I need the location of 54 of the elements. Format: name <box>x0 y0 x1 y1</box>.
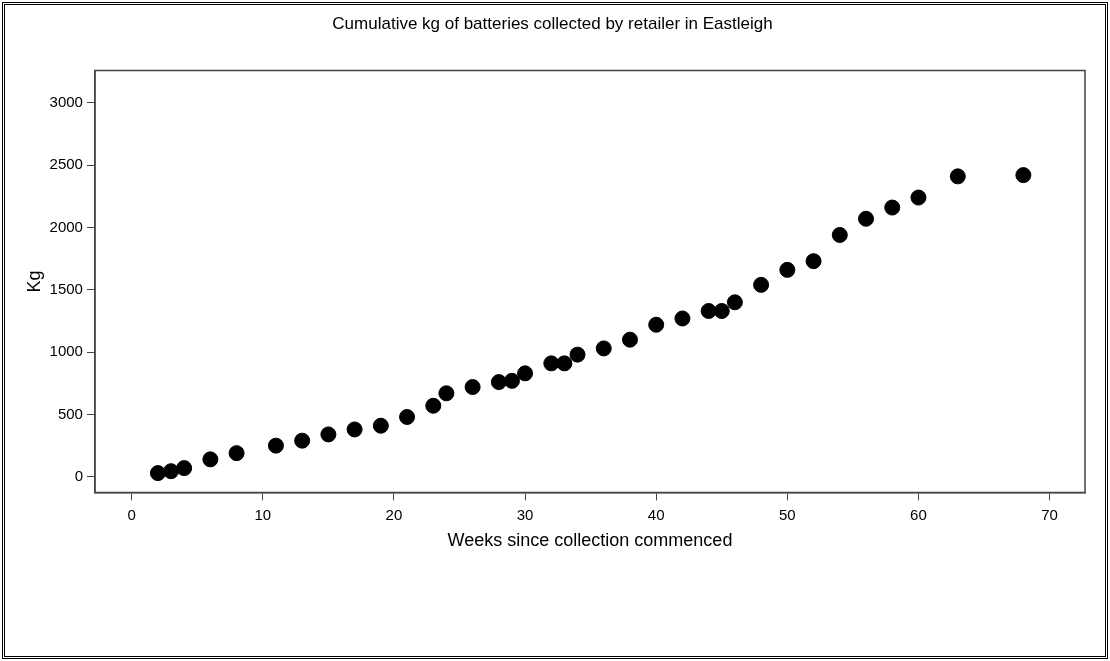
point <box>1015 167 1032 184</box>
point <box>910 189 927 206</box>
point <box>543 355 560 372</box>
x-tick-label: 40 <box>647 505 665 523</box>
point <box>294 432 311 449</box>
x-tick-label: 50 <box>778 505 796 523</box>
point <box>464 379 481 396</box>
y-tick-label: 0 <box>74 466 83 484</box>
point <box>674 310 691 327</box>
point <box>884 199 901 216</box>
point <box>556 355 573 372</box>
point <box>320 426 337 443</box>
point <box>503 372 520 389</box>
point <box>438 385 455 402</box>
x-tick-label: 70 <box>1041 505 1058 523</box>
x-tick-label: 60 <box>910 505 927 523</box>
point <box>713 303 730 320</box>
y-tick-label: 1000 <box>49 342 83 360</box>
point <box>569 346 586 363</box>
x-tick-label: 30 <box>516 505 534 523</box>
point <box>949 168 966 185</box>
point <box>700 303 717 320</box>
x-axis-title: Weeks since collection commenced <box>447 530 733 551</box>
point <box>858 210 875 227</box>
point <box>753 276 770 293</box>
point <box>726 294 743 311</box>
point <box>176 460 193 477</box>
y-tick-label: 2000 <box>49 217 83 235</box>
point <box>202 451 219 468</box>
point <box>779 261 796 278</box>
y-tick-label: 500 <box>57 404 83 422</box>
point <box>267 437 284 454</box>
point <box>490 374 507 391</box>
x-tick-label: 20 <box>385 505 403 523</box>
chart-title: Cumulative kg of batteries collected by retailer in Eastleigh <box>332 13 773 33</box>
point <box>621 331 638 348</box>
y-tick-label: 2500 <box>49 155 83 173</box>
x-tick-label: 10 <box>254 505 272 523</box>
point <box>399 408 416 425</box>
point <box>517 365 534 382</box>
point <box>149 465 166 482</box>
point <box>425 397 442 414</box>
point <box>346 421 363 438</box>
point <box>372 417 389 434</box>
y-tick-label: 1500 <box>49 279 83 297</box>
x-tick-label: 0 <box>127 505 136 523</box>
point <box>648 316 665 333</box>
point <box>228 445 245 462</box>
point <box>805 253 822 270</box>
point <box>595 340 612 357</box>
y-tick-label: 3000 <box>49 92 83 110</box>
y-axis-title: Kg <box>23 270 44 293</box>
point <box>163 463 180 480</box>
point <box>831 226 848 243</box>
